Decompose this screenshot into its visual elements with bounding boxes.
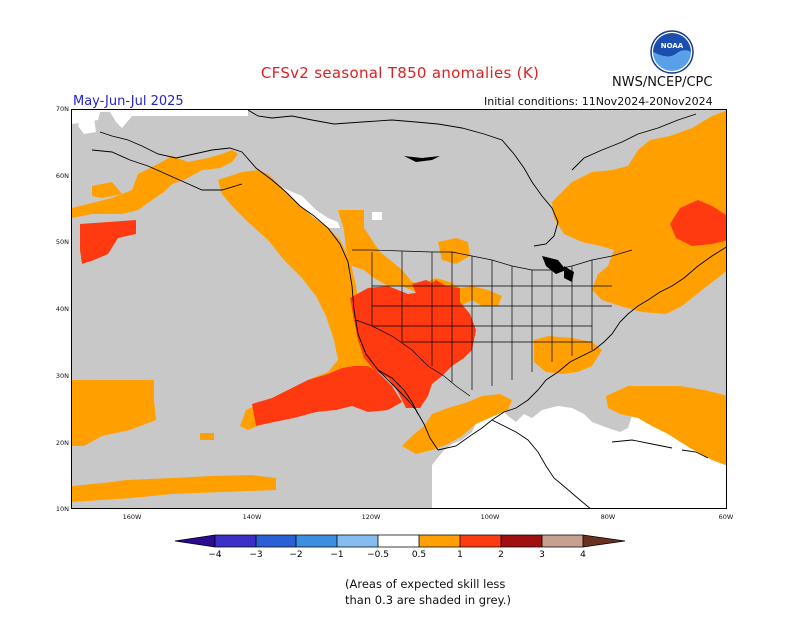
lat-label-20n: 20N [55,439,69,447]
lon-label-120w: 120W [361,513,381,521]
colorbar-swatch [460,535,501,547]
colorbar-label: 3 [539,550,545,560]
lon-label-100w: 100W [480,513,500,521]
political-borders [352,249,633,397]
colorbar-label: −4 [208,550,222,560]
colorbar-swatch [419,535,460,547]
map-title: CFSv2 seasonal T850 anomalies (K) [260,64,540,82]
colorbar-swatch [378,535,419,547]
colorbar-label: −3 [249,550,262,560]
anomaly-1-2-regions [80,200,726,426]
colorbar-swatch [256,535,296,547]
noaa-logo: NOAA [650,30,694,74]
colorbar-label: 1 [457,550,463,560]
colorbar-label: 0.5 [412,550,426,560]
lon-label-140w: 140W [242,513,262,521]
anomaly-map-canvas [72,110,726,508]
skill-note-line-1: (Areas of expected skill less [345,577,506,591]
lake-features [404,156,574,282]
lat-label-70n: 70N [55,105,69,113]
colorbar-above-max [583,535,625,547]
colorbar-label: −0.5 [367,550,389,560]
lat-label-40n: 40N [55,305,69,313]
neutral-regions [72,110,726,508]
lat-label-10n: 10N [55,505,69,513]
lat-label-60n: 60N [55,172,69,180]
colorbar-swatch [337,535,378,547]
skill-note: (Areas of expected skill less than 0.3 a… [345,576,511,608]
colorbar-swatch [296,535,337,547]
lon-label-80w: 80W [600,513,616,521]
lon-label-160w: 160W [122,513,142,521]
season-label: May-Jun-Jul 2025 [73,94,184,109]
skill-note-line-2: than 0.3 are shaded in grey.) [345,593,511,607]
colorbar-label: −1 [330,550,343,560]
anomaly-map [71,109,727,509]
colorbar-label: 2 [498,550,504,560]
initial-conditions-label: Initial conditions: 11Nov2024-20Nov2024 [484,95,713,108]
coastlines [91,110,726,508]
colorbar-label: −2 [289,550,302,560]
lat-label-50n: 50N [55,238,69,246]
lon-label-60w: 60W [718,513,734,521]
noaa-logo-text: NOAA [661,42,684,50]
colorbar-label: 4 [580,550,586,560]
agency-label: NWS/NCEP/CPC [612,75,713,90]
colorbar-below-min [175,535,215,547]
colorbar-swatch [501,535,542,547]
lat-label-30n: 30N [55,372,69,380]
colorbar-swatch [542,535,583,547]
colorbar-swatch [215,535,256,547]
